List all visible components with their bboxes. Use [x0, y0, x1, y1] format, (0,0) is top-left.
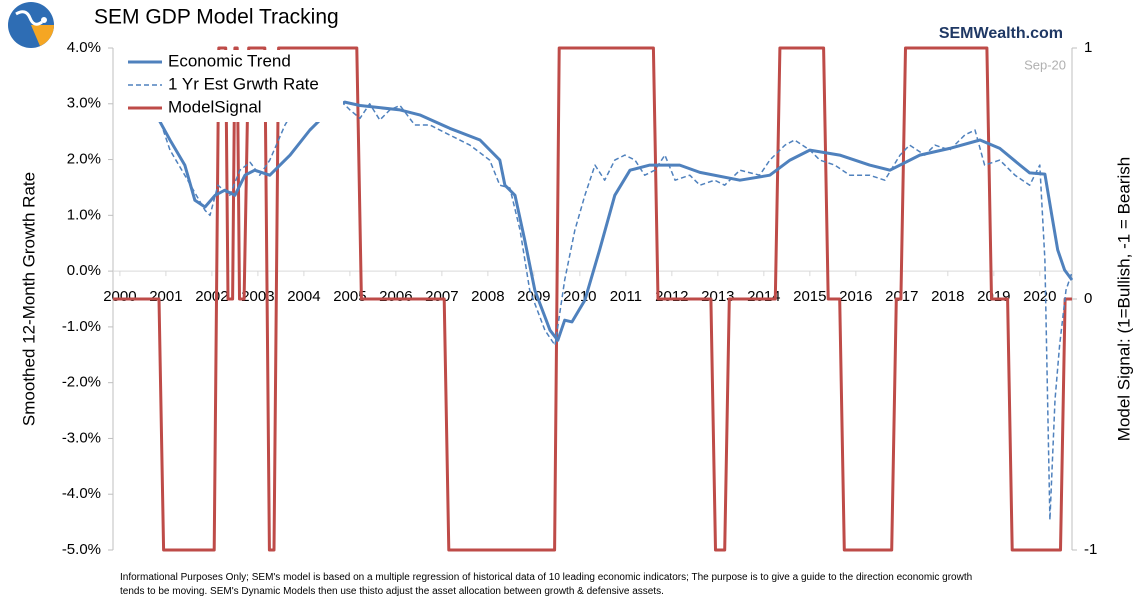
- y-tick-label: 4.0%: [67, 39, 101, 56]
- x-tick-label: 2002: [195, 288, 228, 305]
- x-tick-label: 2015: [793, 288, 826, 305]
- legend-label: 1 Yr Est Grwth Rate: [168, 74, 319, 93]
- date-note: Sep-20: [1024, 57, 1066, 72]
- x-tick-label: 2003: [241, 288, 274, 305]
- x-tick-label: 2006: [379, 288, 412, 305]
- x-tick-label: 2020: [1023, 288, 1056, 305]
- y-tick-label: -1.0%: [62, 318, 101, 335]
- y2-axis-label: Model Signal: (1=Bullish, -1 = Bearish: [1114, 157, 1133, 441]
- y-tick-label: 1.0%: [67, 206, 101, 223]
- x-tick-label: 2012: [655, 288, 688, 305]
- brand: SEMWealth.com: [939, 25, 1063, 42]
- x-tick-label: 2010: [563, 288, 596, 305]
- chart-title: SEM GDP Model Tracking: [94, 6, 339, 29]
- x-tick-label: 2014: [747, 288, 780, 305]
- y2-tick-label: 0: [1084, 290, 1092, 307]
- x-tick-label: 2009: [517, 288, 550, 305]
- y-tick-label: 3.0%: [67, 95, 101, 112]
- x-tick-label: 2019: [977, 288, 1010, 305]
- y-tick-label: -4.0%: [62, 485, 101, 502]
- footnote: Informational Purposes Only; SEM's model…: [120, 572, 972, 583]
- y-tick-label: -3.0%: [62, 429, 101, 446]
- y-axis-label: Smoothed 12-Month Growth Rate: [19, 172, 38, 426]
- series-line: [113, 46, 1072, 552]
- y-tick-label: 2.0%: [67, 151, 101, 168]
- x-tick-label: 2005: [333, 288, 366, 305]
- x-tick-label: 2001: [149, 288, 182, 305]
- series-line: [156, 100, 1073, 342]
- y-tick-label: -2.0%: [62, 374, 101, 391]
- x-tick-label: 2016: [839, 288, 872, 305]
- y2-tick-label: -1: [1084, 541, 1097, 558]
- y-tick-label: -5.0%: [62, 541, 101, 558]
- x-tick-label: 2000: [103, 288, 136, 305]
- x-tick-label: 2018: [931, 288, 964, 305]
- x-tick-label: 2008: [471, 288, 504, 305]
- x-tick-label: 2007: [425, 288, 458, 305]
- legend-label: ModelSignal: [168, 97, 262, 116]
- y2-tick-label: 1: [1084, 39, 1092, 56]
- series-line: [157, 99, 1073, 521]
- y-tick-label: 0.0%: [67, 262, 101, 279]
- footnote: tends to be moving. SEM's Dynamic Models…: [120, 586, 664, 597]
- legend-label: Economic Trend: [168, 51, 291, 70]
- x-tick-label: 2011: [610, 288, 642, 305]
- x-tick-label: 2004: [287, 288, 320, 305]
- logo: [8, 2, 54, 48]
